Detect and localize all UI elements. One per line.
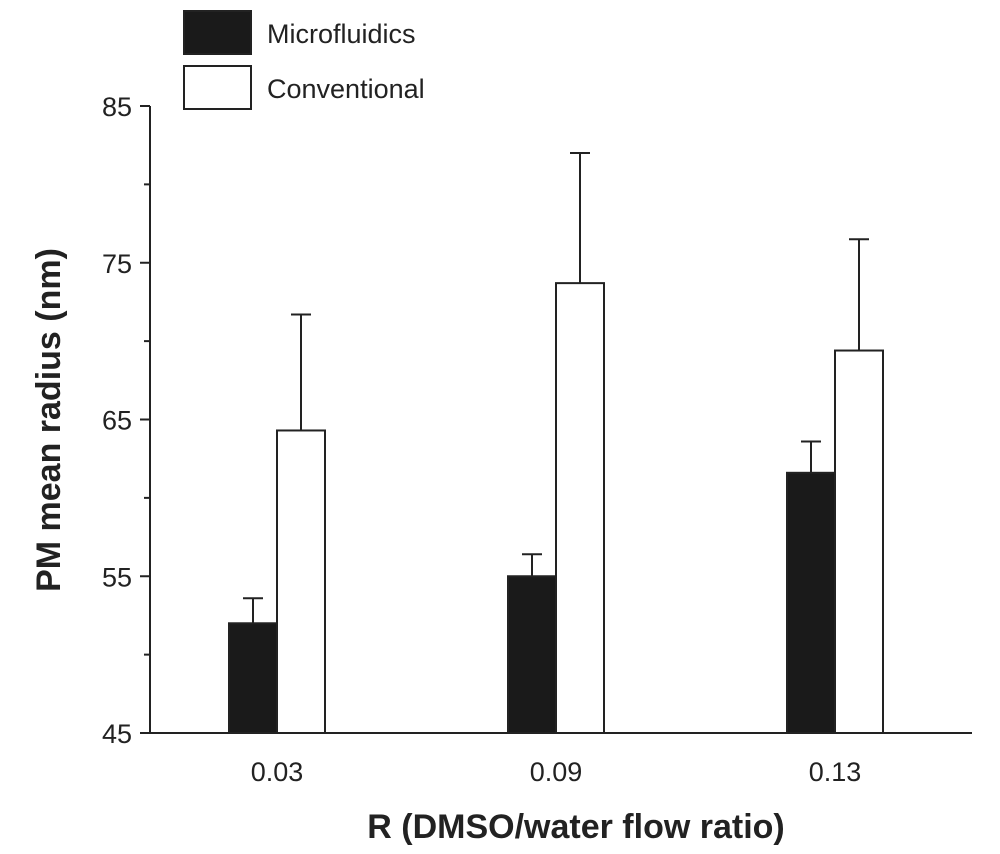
x-tick-label: 0.13 (809, 757, 862, 787)
y-tick-label: 45 (102, 719, 132, 749)
axes: 45 55 65 75 85 0.03 0.09 0.13 (102, 92, 972, 787)
legend: Microfluidics Conventional (183, 10, 425, 110)
legend-swatch (183, 65, 252, 110)
bar-conventional (834, 349, 884, 734)
bar-microfluidics (228, 622, 278, 735)
bar-conventional (555, 282, 605, 734)
bar-microfluidics (786, 471, 836, 734)
bar-conventional (276, 429, 326, 734)
legend-label: Conventional (267, 74, 425, 104)
y-tick-label: 55 (102, 562, 132, 592)
legend-label: Microfluidics (267, 19, 416, 49)
x-tick-label: 0.03 (251, 757, 304, 787)
y-axis-label: PM mean radius (nm) (30, 248, 68, 592)
axis-labels: PM mean radius (nm) R (DMSO/water flow r… (30, 248, 785, 846)
x-tick-label: 0.09 (530, 757, 583, 787)
y-tick-label: 65 (102, 406, 132, 436)
bar-microfluidics (507, 575, 557, 734)
y-tick-label: 85 (102, 92, 132, 122)
legend-swatch (183, 10, 252, 55)
bars (228, 152, 884, 735)
x-axis-label: R (DMSO/water flow ratio) (367, 808, 784, 846)
y-tick-label: 75 (102, 249, 132, 279)
